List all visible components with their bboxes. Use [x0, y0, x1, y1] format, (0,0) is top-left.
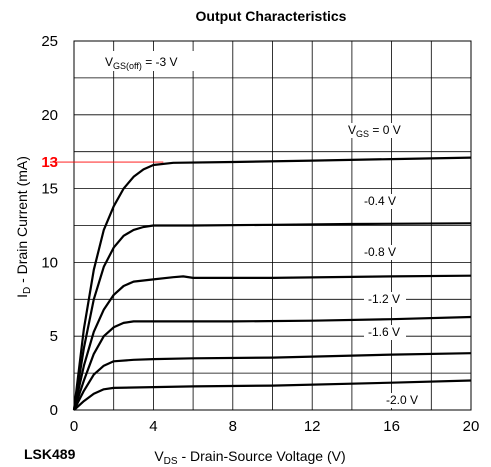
y-tick-label: 0 [50, 402, 58, 419]
annotation-bg [100, 51, 202, 71]
curve-line [72, 156, 472, 411]
highlight-marker: 13 [41, 154, 164, 171]
curve-label: -1.6 V [368, 325, 400, 339]
curve-label-bg [364, 292, 406, 307]
x-axis-label: VDS - Drain-Source Voltage (V) [154, 448, 345, 467]
curve-line [73, 352, 472, 411]
vgs-off-annotation: VGS(off) = -3 V [105, 55, 178, 71]
chart-title: Output Characteristics [196, 8, 347, 24]
y-tick-label: 5 [50, 328, 58, 345]
x-tick-label: 12 [304, 418, 321, 435]
curve-label-bg [360, 194, 402, 209]
x-tick-label: 20 [463, 418, 480, 435]
y-tick-label: 20 [41, 107, 58, 124]
x-tick-label: 16 [383, 418, 400, 435]
curve-label: -2.0 V [386, 393, 418, 407]
x-tick-label: 0 [70, 418, 78, 435]
curves: VGS = 0 V -0.4 V -0.8 V -1.2 V -1.6 V -2.0 V [72, 123, 472, 411]
part-number: LSK489 [24, 446, 76, 462]
y-tick-label: 25 [41, 33, 58, 50]
curve-line [72, 274, 472, 411]
curve-label: -1.2 V [368, 292, 400, 306]
curve-line [73, 379, 472, 411]
y-tick-labels: 0 5 10 15 20 25 [41, 33, 58, 419]
highlight-label: 13 [41, 154, 58, 171]
curve-label: -0.4 V [364, 194, 396, 208]
x-tick-label: 8 [229, 418, 237, 435]
curve-label: VGS = 0 V [348, 123, 401, 139]
x-tick-label: 4 [149, 418, 157, 435]
y-tick-label: 15 [41, 181, 58, 198]
curve-line [72, 315, 472, 411]
curve-label-bg [344, 123, 420, 138]
curve-label-bg [364, 325, 406, 340]
curve-label-bg [360, 245, 402, 260]
y-tick-label: 10 [41, 254, 58, 271]
plot-frame [73, 40, 472, 411]
x-tick-labels: 0 4 8 12 16 20 [70, 418, 480, 435]
y-axis-label: ID - Drain Current (mA) [14, 156, 33, 298]
annotation: VGS(off) = -3 V [100, 51, 202, 71]
curve-label-bg [382, 393, 424, 408]
curve-label: -0.8 V [364, 245, 396, 259]
curve-line [72, 222, 472, 411]
